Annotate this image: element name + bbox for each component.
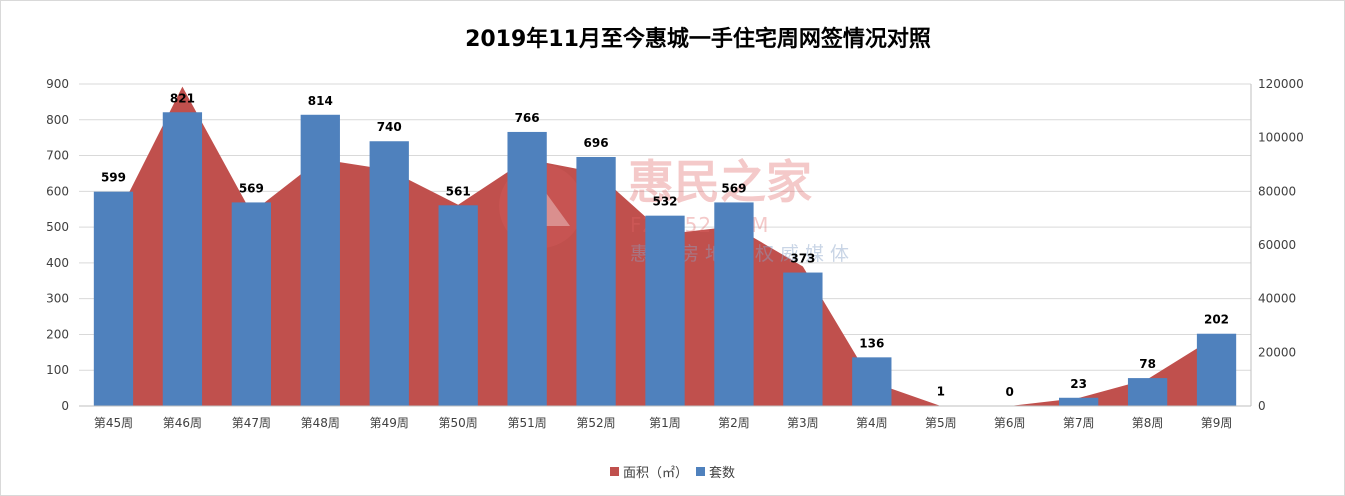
y-left-tick-label: 600 (46, 184, 69, 198)
y-left-tick-label: 800 (46, 113, 69, 127)
bar-value-label: 78 (1139, 357, 1156, 371)
x-tick-label: 第3周 (787, 416, 819, 430)
bar-value-label: 569 (721, 181, 746, 195)
legend-label-area: 面积（㎡） (623, 466, 688, 481)
bar (645, 215, 685, 406)
watermark-brand: 惠民之家 (628, 155, 812, 209)
x-tick-label: 第47周 (232, 416, 271, 430)
bar-value-label: 766 (515, 111, 540, 125)
x-tick-label: 第46周 (163, 416, 202, 430)
x-tick-label: 第4周 (856, 416, 888, 430)
bar-series (93, 112, 1237, 407)
y-right-tick-label: 60000 (1258, 238, 1296, 252)
bar-value-label: 696 (584, 136, 609, 150)
bar (783, 272, 823, 406)
x-tick-label: 第48周 (301, 416, 340, 430)
x-tick-label: 第6周 (994, 416, 1026, 430)
bar (852, 357, 892, 406)
bar (1058, 397, 1099, 406)
y-right-tick-label: 20000 (1258, 345, 1296, 359)
bar (162, 112, 203, 407)
bar-value-label: 814 (308, 94, 333, 108)
bar-value-label: 561 (446, 184, 471, 198)
bar (507, 131, 547, 407)
y-left-tick-label: 400 (46, 256, 69, 270)
legend-swatch-bar (696, 467, 705, 476)
bar-value-label: 740 (377, 120, 402, 134)
bar (1196, 333, 1237, 406)
bar-value-label: 136 (859, 336, 884, 350)
x-tick-label: 第1周 (649, 416, 681, 430)
y-right-tick-label: 80000 (1258, 184, 1296, 198)
bar-value-label: 373 (790, 252, 815, 266)
legend-label-bar: 套数 (709, 465, 735, 481)
x-tick-label: 第52周 (576, 416, 615, 430)
data-labels: 599 821 569 814 740 561 766 696 532 569 373 136 1 0 23… (101, 91, 1229, 399)
chart-title: 2019年11月至今惠城一手住宅周网签情况对照 (465, 26, 931, 52)
legend-swatch-area (610, 467, 619, 476)
bar-value-label: 821 (170, 91, 195, 105)
bar-value-label: 569 (239, 181, 264, 195)
bar-value-label: 599 (101, 171, 126, 185)
y-left-tick-label: 100 (46, 363, 69, 377)
y-left-tick-label: 300 (46, 292, 69, 306)
bar (93, 191, 134, 406)
y-right-tick-label: 40000 (1258, 292, 1296, 306)
x-tick-label: 第45周 (94, 416, 133, 430)
bar-value-label: 532 (652, 195, 677, 209)
x-tick-label: 第49周 (370, 416, 409, 430)
bar (714, 202, 754, 406)
bar (1127, 378, 1168, 406)
y-right-tick-label: 0 (1258, 399, 1266, 413)
x-tick-label: 第7周 (1063, 416, 1095, 430)
bar (438, 205, 478, 406)
y-left-tick-label: 200 (46, 327, 69, 341)
bar (369, 141, 409, 406)
bar-value-label: 0 (1006, 385, 1014, 399)
x-tick-label: 第50周 (439, 416, 478, 430)
x-tick-label: 第51周 (507, 416, 546, 430)
y-right-tick-label: 100000 (1258, 131, 1304, 145)
y-left-tick-label: 900 (46, 77, 69, 91)
bar-value-label: 1 (937, 385, 945, 399)
y-left-tick-label: 0 (61, 399, 69, 413)
x-tick-label: 第9周 (1201, 416, 1233, 430)
x-tick-label: 第8周 (1132, 416, 1164, 430)
x-tick-label: 第5周 (925, 416, 957, 430)
x-tick-label: 第2周 (718, 416, 750, 430)
bar-value-label: 202 (1204, 313, 1229, 327)
y-right-tick-label: 120000 (1258, 77, 1304, 91)
y-left-tick-label: 500 (46, 220, 69, 234)
bar (576, 156, 616, 406)
bar (231, 202, 272, 406)
bar (300, 114, 340, 406)
y-left-tick-label: 700 (46, 149, 69, 163)
bar-value-label: 23 (1070, 377, 1087, 391)
legend: 面积（㎡） 套数 (610, 465, 735, 481)
axes: 0 100 200 300 400 500 600 700 800 900 0 20000 40000 6… (46, 77, 1304, 430)
